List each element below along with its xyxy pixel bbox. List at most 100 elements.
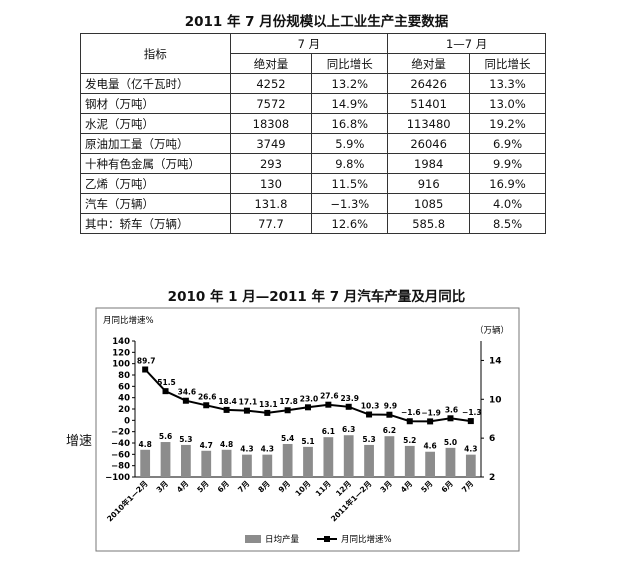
x-tick-label: 6月	[440, 479, 455, 494]
x-tick-label: 4月	[175, 479, 190, 494]
line-data-label: 18.4	[218, 397, 237, 406]
line-point	[366, 411, 373, 418]
cell-ytd-yoy: 13.0%	[469, 93, 546, 114]
left-tick-label: −100	[105, 473, 130, 483]
cell-ytd-yoy: 19.2%	[469, 113, 546, 134]
x-tick-label: 11月	[314, 479, 333, 498]
line-data-label: 9.9	[384, 402, 397, 411]
table-row: 发电量（亿千瓦时） 4252 13.2% 26426 13.3%	[80, 73, 546, 94]
left-tick-label: −20	[111, 428, 130, 438]
cell-ytd-yoy: 4.0%	[469, 193, 546, 214]
row-name: 原油加工量（万吨）	[80, 133, 231, 154]
cell-month-abs: 77.7	[229, 213, 313, 234]
bar	[364, 444, 374, 477]
row-name: 汽车（万辆）	[80, 193, 231, 214]
cell-month-abs: 131.8	[229, 193, 313, 214]
left-tick-label: 60	[118, 382, 130, 392]
left-tick-label: 20	[118, 405, 130, 415]
line-point	[447, 415, 454, 422]
row-name: 十种有色金属（万吨）	[80, 153, 231, 174]
cell-month-yoy: 13.2%	[311, 73, 389, 94]
bar-data-label: 4.7	[200, 441, 213, 450]
left-tick-label: −40	[111, 439, 130, 449]
table-row: 十种有色金属（万吨） 293 9.8% 1984 9.9%	[80, 153, 546, 174]
right-tick-label: 10	[489, 395, 502, 405]
bar	[445, 447, 456, 477]
line-point	[243, 407, 250, 414]
table-row: 其中：轿车（万辆） 77.7 12.6% 585.8 8.5%	[80, 213, 546, 234]
line-data-label: −1.3	[462, 408, 482, 417]
row-name: 乙烯（万吨）	[80, 173, 231, 194]
x-tick-label: 9月	[277, 479, 292, 494]
production-table: 指标 7 月 1—7 月 绝对量 同比增长 绝对量 同比增长 发电量（亿千瓦时）…	[80, 33, 546, 234]
line-point	[264, 409, 271, 416]
bar	[425, 451, 436, 477]
bar	[282, 443, 293, 477]
right-tick-label: 14	[489, 356, 502, 366]
cell-ytd-abs: 916	[387, 173, 471, 194]
bar-data-label: 4.3	[261, 445, 274, 454]
bar	[221, 449, 232, 477]
bar-data-label: 6.3	[342, 425, 355, 434]
table-row: 原油加工量（万吨） 3749 5.9% 26046 6.9%	[80, 133, 546, 154]
cell-ytd-abs: 585.8	[387, 213, 471, 234]
left-tick-label: 120	[112, 348, 130, 358]
left-axis-label: 月同比增速%	[103, 315, 154, 326]
header-indicator: 指标	[80, 33, 231, 74]
cell-ytd-yoy: 16.9%	[469, 173, 546, 194]
cell-ytd-abs: 1085	[387, 193, 471, 214]
x-tick-label: 6月	[216, 479, 231, 494]
bar	[160, 442, 171, 477]
line-data-label: 34.6	[178, 388, 197, 397]
left-tick-label: −80	[111, 462, 130, 472]
x-tick-label: 5月	[195, 479, 210, 494]
bar	[201, 450, 212, 477]
bar-data-label: 4.6	[423, 442, 436, 451]
line-data-label: −1.6	[401, 408, 421, 417]
bar-data-label: 6.2	[383, 426, 396, 435]
cell-month-yoy: 12.6%	[311, 213, 389, 234]
left-tick-label: 140	[112, 337, 130, 347]
bar	[262, 454, 273, 477]
header-month: 7 月	[229, 33, 389, 54]
line-data-label: 13.1	[259, 400, 278, 409]
right-axis-label: （万辆）	[475, 325, 509, 336]
line-point	[325, 401, 332, 408]
bar-data-label: 5.3	[362, 435, 375, 444]
line-point	[467, 418, 474, 425]
chart-title: 2010 年 1 月—2011 年 7 月汽车产量及月同比	[167, 289, 466, 305]
cell-ytd-abs: 1984	[387, 153, 471, 174]
cell-month-yoy: 9.8%	[311, 153, 389, 174]
bar-data-label: 4.8	[220, 440, 233, 449]
legend-label-line: 月同比增速%	[341, 534, 392, 545]
cell-ytd-abs: 26046	[387, 133, 471, 154]
line-point	[203, 402, 210, 409]
cell-month-abs: 293	[229, 153, 313, 174]
bar	[323, 437, 334, 477]
table-title: 2011 年 7 月份规模以上工业生产主要数据	[184, 14, 449, 30]
legend-marker-line	[324, 536, 330, 542]
bar-data-label: 5.4	[281, 434, 294, 443]
bar-data-label: 4.3	[240, 445, 253, 454]
line-point	[182, 397, 189, 404]
bar	[343, 435, 354, 477]
chart-frame	[95, 307, 520, 552]
x-tick-label: 7月	[460, 479, 475, 494]
cell-month-yoy: 14.9%	[311, 93, 389, 114]
subheader-ytd-abs: 绝对量	[387, 53, 471, 74]
row-name: 其中：轿车（万辆）	[80, 213, 231, 234]
line-point	[406, 418, 413, 425]
cell-ytd-yoy: 6.9%	[469, 133, 546, 154]
cell-month-yoy: 11.5%	[311, 173, 389, 194]
x-tick-label: 7月	[236, 479, 251, 494]
line-point	[162, 388, 169, 395]
line-data-label: 17.1	[239, 398, 258, 407]
line-data-label: 51.5	[157, 378, 176, 387]
subheader-ytd-yoy: 同比增长	[469, 53, 546, 74]
x-tick-label: 3月	[155, 479, 170, 494]
header-ytd: 1—7 月	[387, 33, 546, 54]
cell-month-abs: 4252	[229, 73, 313, 94]
line-data-label: 27.6	[320, 392, 339, 401]
left-tick-label: 100	[112, 360, 130, 370]
cell-month-yoy: 16.8%	[311, 113, 389, 134]
